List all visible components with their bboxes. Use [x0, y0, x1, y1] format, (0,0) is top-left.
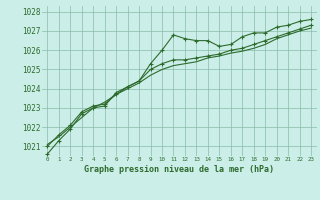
X-axis label: Graphe pression niveau de la mer (hPa): Graphe pression niveau de la mer (hPa)	[84, 165, 274, 174]
